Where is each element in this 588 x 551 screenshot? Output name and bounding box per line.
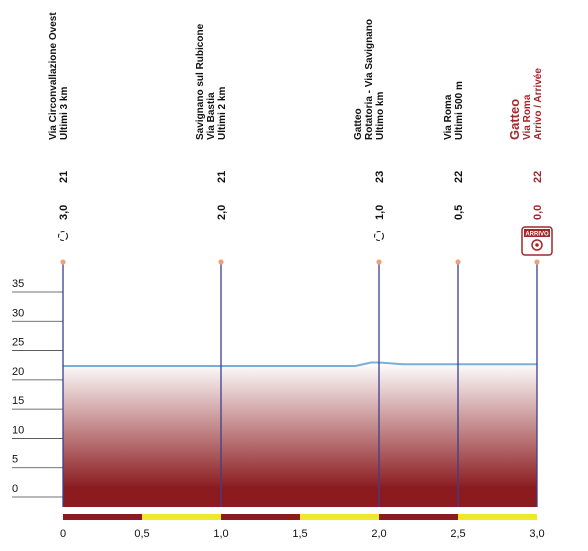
finish-badge-ring [531,239,543,251]
waypoint-altitude: 22 [532,171,544,183]
finish-badge-header [524,229,550,237]
y-tick-label: 5 [12,454,18,466]
y-tick-label: 35 [12,278,24,290]
waypoint-dot [455,259,461,265]
km-stripe-segment [221,514,300,520]
waypoint-name: Via Bastia [206,92,217,140]
finish-badge-label: ARRIVO [525,232,549,238]
y-tick-label: 30 [12,307,24,319]
waypoint-dot [534,259,540,265]
finish-badge-dot [535,243,539,247]
x-tick-label: 0,5 [134,528,149,540]
waypoint-altitude: 21 [216,171,228,183]
base-band [63,489,537,507]
waypoint-altitude: 21 [58,171,70,183]
waypoint-name: Gatteo [353,108,364,140]
km-stripe-segment [458,514,537,520]
waypoint-dot [376,259,382,265]
waypoint-name: Via Roma [522,94,533,140]
waypoint-distance: 0,5 [453,205,465,220]
waypoint-name: Gatteo [507,99,522,140]
waypoint-altitude: 22 [453,171,465,183]
y-tick-label: 10 [12,424,24,436]
waypoint-altitude: 23 [374,171,386,183]
km-stripe-segment [63,514,142,520]
waypoint-name: Ultimi 3 km [59,87,70,140]
waypoint-name: Ultimi 2 km [217,87,228,140]
x-tick-label: 1,0 [213,528,228,540]
x-tick-label: 3,0 [529,528,544,540]
profile-area [63,362,537,489]
x-tick-label: 2,5 [450,528,465,540]
waypoint-distance: 3,0 [58,205,70,220]
waypoint-name: Savignano sul Rubicone [195,23,206,140]
km-stripe-segment [379,514,458,520]
waypoint-name: Arrivo / Arrivée [533,68,544,140]
km-stripe-segment [142,514,221,520]
waypoint-distance: 1,0 [374,205,386,220]
waypoint-distance: 2,0 [216,205,228,220]
finish-icon: ARRIVO [521,226,553,256]
y-tick-label: 20 [12,366,24,378]
waypoint-name: Rotatoria - Via Savignano [364,19,375,140]
y-tick-label: 15 [12,395,24,407]
x-tick-label: 0 [60,528,66,540]
y-tick-label: 25 [12,337,24,349]
y-tick-label: 0 [12,483,18,495]
waypoint-name: Via Roma [443,94,454,140]
circuit-icon [373,230,385,242]
waypoint-distance: 0,0 [532,205,544,220]
waypoint-name: Ultimo km [375,92,386,140]
x-tick-label: 2,0 [371,528,386,540]
profile-line [63,361,537,367]
waypoint-name: Ultimi 500 m [454,81,465,140]
waypoint-dot [218,259,224,265]
circuit-icon [57,230,69,242]
km-stripe-segment [300,514,379,520]
waypoint-name: Via Circonvallazione Ovest [48,12,59,140]
waypoint-dot [60,259,66,265]
x-tick-label: 1,5 [292,528,307,540]
